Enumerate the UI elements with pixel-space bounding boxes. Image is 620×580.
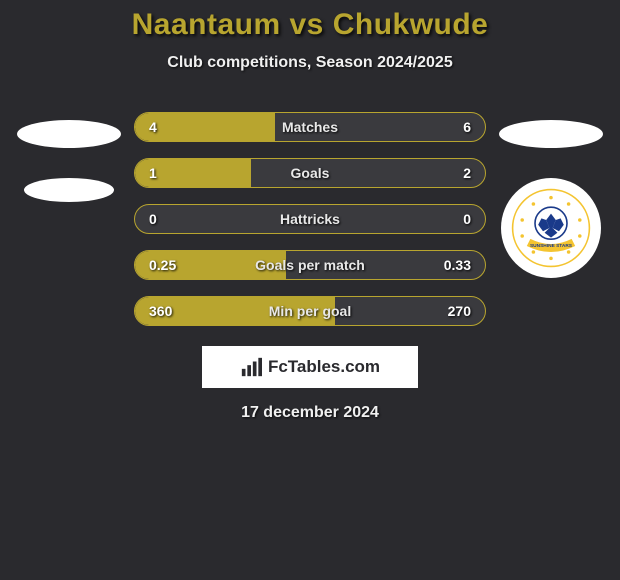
stat-bar: 0 Hattricks 0 — [134, 204, 486, 234]
brand-attribution[interactable]: FcTables.com — [202, 346, 418, 388]
page-subtitle: Club competitions, Season 2024/2025 — [0, 54, 620, 72]
stat-left-value: 1 — [149, 165, 157, 181]
stat-label: Goals — [291, 165, 330, 181]
stat-label: Matches — [282, 119, 338, 135]
stat-left-value: 0.25 — [149, 257, 176, 273]
comparison-card: Naantaum vs Chukwude Club competitions, … — [0, 0, 620, 422]
stat-left-value: 4 — [149, 119, 157, 135]
stat-right-value: 0.33 — [444, 257, 471, 273]
stat-right-value: 6 — [463, 119, 471, 135]
brand-text: FcTables.com — [268, 357, 380, 377]
stat-right-value: 2 — [463, 165, 471, 181]
club-crest-sunshine-stars: SUNSHINE STARS — [501, 178, 601, 278]
stat-bars: 4 Matches 6 1 Goals 2 0 Hattricks 0 0.25… — [134, 112, 486, 326]
stat-label: Hattricks — [280, 211, 340, 227]
team-badge-placeholder — [499, 120, 603, 148]
stat-label: Goals per match — [255, 257, 365, 273]
stat-right-value: 270 — [448, 303, 471, 319]
stat-left-value: 360 — [149, 303, 172, 319]
team-badge-placeholder — [24, 178, 114, 202]
content-row: 4 Matches 6 1 Goals 2 0 Hattricks 0 0.25… — [0, 112, 620, 326]
stat-right-value: 0 — [463, 211, 471, 227]
stat-bar: 360 Min per goal 270 — [134, 296, 486, 326]
left-badges — [14, 112, 134, 202]
stat-left-value: 0 — [149, 211, 157, 227]
team-badge-placeholder — [17, 120, 121, 148]
page-title: Naantaum vs Chukwude — [0, 8, 620, 42]
generation-date: 17 december 2024 — [0, 404, 620, 422]
stat-label: Min per goal — [269, 303, 351, 319]
stat-bar: 0.25 Goals per match 0.33 — [134, 250, 486, 280]
stat-bar: 4 Matches 6 — [134, 112, 486, 142]
bar-chart-icon — [240, 356, 262, 378]
svg-text:SUNSHINE STARS: SUNSHINE STARS — [530, 243, 573, 249]
right-badges: SUNSHINE STARS — [486, 112, 606, 278]
stat-bar: 1 Goals 2 — [134, 158, 486, 188]
football-club-icon: SUNSHINE STARS — [511, 188, 591, 268]
